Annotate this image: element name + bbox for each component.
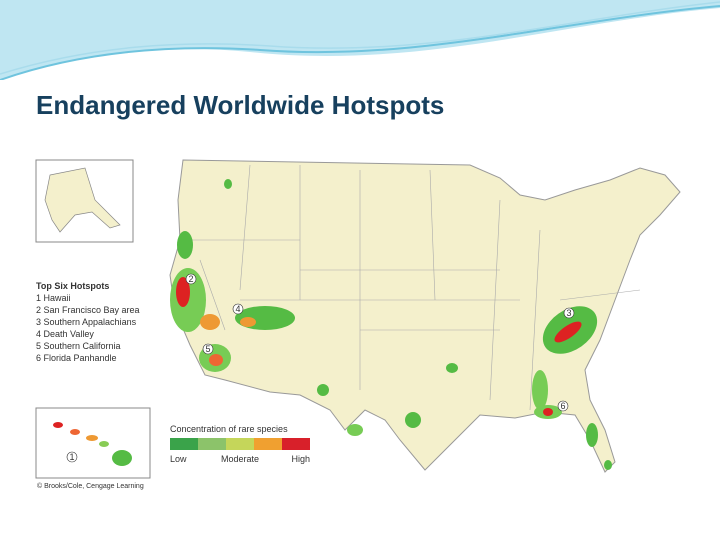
state-borders xyxy=(180,164,641,411)
us-mainland xyxy=(169,159,681,473)
hotspots xyxy=(170,179,612,470)
marker-label: 3 xyxy=(566,308,571,318)
scale-label: Low xyxy=(170,454,187,464)
list-item: 1 Hawaii xyxy=(36,293,71,303)
hawaii-inset xyxy=(35,407,151,479)
scale-swatches xyxy=(170,438,310,450)
marker-label: 4 xyxy=(235,304,240,314)
marker-label: 5 xyxy=(205,344,210,354)
marker-label: 1 xyxy=(69,452,74,462)
credit: © Brooks/Cole, Cengage Learning xyxy=(37,482,144,490)
list-item: 6 Florida Panhandle xyxy=(36,353,117,363)
list-heading: Top Six Hotspots xyxy=(36,281,109,291)
slide-title: Endangered Worldwide Hotspots xyxy=(36,90,445,120)
scale-title: Concentration of rare species xyxy=(170,424,288,434)
list-item: 2 San Francisco Bay area xyxy=(36,305,140,315)
list-item: 4 Death Valley xyxy=(36,329,94,339)
list-item: 3 Southern Appalachians xyxy=(36,317,137,327)
scale-label: High xyxy=(291,454,310,464)
alaska xyxy=(44,167,121,233)
marker-label: 2 xyxy=(188,274,193,284)
scale-label: Moderate xyxy=(221,454,259,464)
header-wave xyxy=(0,0,720,80)
marker-label: 6 xyxy=(560,401,565,411)
hawaii-islands xyxy=(53,422,132,466)
list-item: 5 Southern California xyxy=(36,341,121,351)
